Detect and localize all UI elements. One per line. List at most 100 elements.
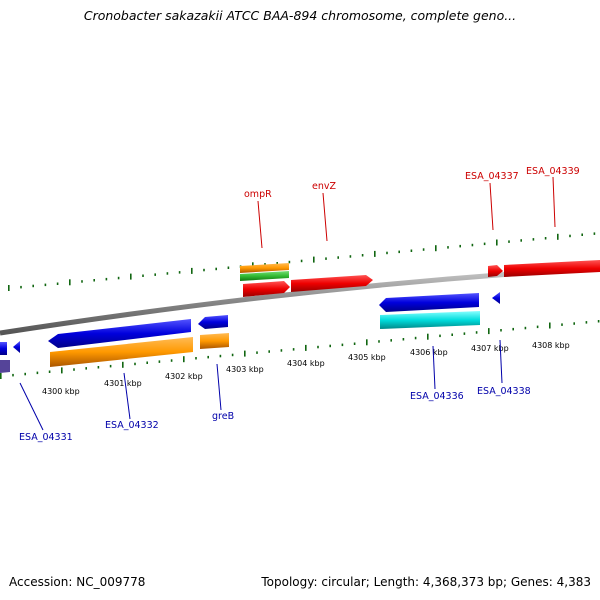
minor-tick xyxy=(203,268,205,272)
minor-tick xyxy=(227,266,230,269)
gene-ESA_04336[interactable] xyxy=(379,293,479,312)
callout-line xyxy=(499,339,503,384)
minor-tick xyxy=(361,254,364,257)
gene-label-envZ[interactable]: envZ xyxy=(312,181,336,192)
gene-label-ompR[interactable]: ompR xyxy=(244,189,272,200)
minor-tick xyxy=(256,351,258,354)
scale-label: 4306 kbp xyxy=(410,348,448,357)
major-tick xyxy=(313,256,315,263)
lower-tick-track xyxy=(0,320,600,379)
minor-tick xyxy=(93,279,95,282)
rna-ESA_04336-cyan[interactable] xyxy=(380,311,480,329)
minor-tick xyxy=(97,366,100,369)
minor-tick xyxy=(544,237,547,240)
minor-tick xyxy=(459,244,461,248)
minor-tick xyxy=(73,368,75,371)
minor-tick xyxy=(300,259,303,263)
major-tick xyxy=(244,350,246,357)
accession-text: Accession: NC_009778 xyxy=(9,575,146,589)
scale-label: 4308 kbp xyxy=(532,341,570,350)
forward-genes[interactable] xyxy=(240,260,600,297)
scale-label: 4303 kbp xyxy=(226,365,264,374)
minor-tick xyxy=(12,373,14,377)
minor-tick xyxy=(422,248,425,251)
minor-tick xyxy=(325,257,327,260)
minor-tick xyxy=(36,371,39,375)
minor-tick xyxy=(475,331,478,334)
minor-tick xyxy=(142,274,144,277)
cds-greB-orange[interactable] xyxy=(200,333,229,349)
minor-tick xyxy=(439,334,441,338)
minor-tick xyxy=(264,263,266,266)
minor-tick xyxy=(231,353,234,357)
minor-tick xyxy=(561,323,563,326)
gene-envZ[interactable] xyxy=(291,275,373,292)
minor-tick xyxy=(280,349,283,352)
minor-tick xyxy=(500,329,502,332)
minor-tick xyxy=(581,233,583,236)
minor-tick xyxy=(268,350,270,353)
minor-tick xyxy=(410,249,413,252)
gene-label-ESA_04331[interactable]: ESA_04331 xyxy=(19,432,73,443)
minor-tick xyxy=(386,251,388,255)
gene-label-ESA_04336[interactable]: ESA_04336 xyxy=(410,391,464,402)
minor-tick xyxy=(597,320,600,323)
map-title: Cronobacter sakazakii ATCC BAA-894 chrom… xyxy=(83,8,517,23)
major-tick xyxy=(488,328,490,335)
gene-ESA_04332[interactable] xyxy=(48,319,191,348)
major-tick xyxy=(427,333,429,340)
minor-tick xyxy=(81,280,83,283)
cds-ompR-green[interactable] xyxy=(240,271,289,281)
reverse-genes[interactable] xyxy=(0,292,500,373)
minor-tick xyxy=(471,243,474,247)
minor-tick xyxy=(85,367,87,370)
minor-tick xyxy=(573,322,575,325)
top-gene-labels[interactable]: ompR envZ ESA_04337 ESA_04339 xyxy=(244,166,580,249)
callout-line xyxy=(19,382,44,431)
gene-label-ESA_04337[interactable]: ESA_04337 xyxy=(465,171,519,182)
minor-tick xyxy=(536,325,539,329)
cds-ompR-orange[interactable] xyxy=(240,263,289,273)
minor-tick xyxy=(447,246,449,249)
major-tick xyxy=(130,273,132,280)
gene-ompR[interactable] xyxy=(243,281,290,297)
minor-tick xyxy=(195,357,197,360)
minor-tick xyxy=(24,372,26,376)
minor-tick xyxy=(520,239,522,242)
bottom-gene-labels[interactable]: ESA_04331 ESA_04332 greB ESA_04336 ESA_0… xyxy=(19,339,531,443)
minor-tick xyxy=(451,333,453,336)
minor-tick xyxy=(219,354,222,358)
gene-ESA_04331-left[interactable] xyxy=(0,342,7,355)
gene-label-greB[interactable]: greB xyxy=(212,411,234,422)
gene-left-fragment[interactable] xyxy=(0,360,10,373)
gene-label-ESA_04339[interactable]: ESA_04339 xyxy=(526,166,580,177)
major-tick xyxy=(549,322,551,329)
minor-tick xyxy=(20,285,22,289)
minor-tick xyxy=(483,242,486,246)
minor-tick xyxy=(207,355,209,359)
topology-summary-text: Topology: circular; Length: 4,368,373 bp… xyxy=(261,575,591,589)
minor-tick xyxy=(378,340,380,343)
callout-line xyxy=(489,182,494,231)
chromosome-backbone xyxy=(0,265,600,336)
gene-ESA_04331-arrow[interactable] xyxy=(13,341,20,353)
cds-ESA_04332-orange[interactable] xyxy=(50,337,193,367)
gene-ESA_04337[interactable] xyxy=(488,265,503,277)
gene-ESA_04339[interactable] xyxy=(504,260,600,277)
minor-tick xyxy=(158,360,161,363)
gene-label-ESA_04332[interactable]: ESA_04332 xyxy=(105,420,159,431)
major-tick xyxy=(305,344,307,351)
minor-tick xyxy=(398,250,400,254)
minor-tick xyxy=(390,339,392,342)
minor-tick xyxy=(32,284,34,288)
scale-label: 4304 kbp xyxy=(287,359,325,368)
minor-tick xyxy=(215,267,217,271)
gene-greB[interactable] xyxy=(198,315,228,329)
minor-tick xyxy=(154,273,156,276)
gene-label-ESA_04338[interactable]: ESA_04338 xyxy=(477,386,531,397)
callout-line xyxy=(432,345,436,390)
major-tick xyxy=(8,285,10,291)
minor-tick xyxy=(109,364,112,368)
gene-ESA_04338[interactable] xyxy=(492,292,500,304)
